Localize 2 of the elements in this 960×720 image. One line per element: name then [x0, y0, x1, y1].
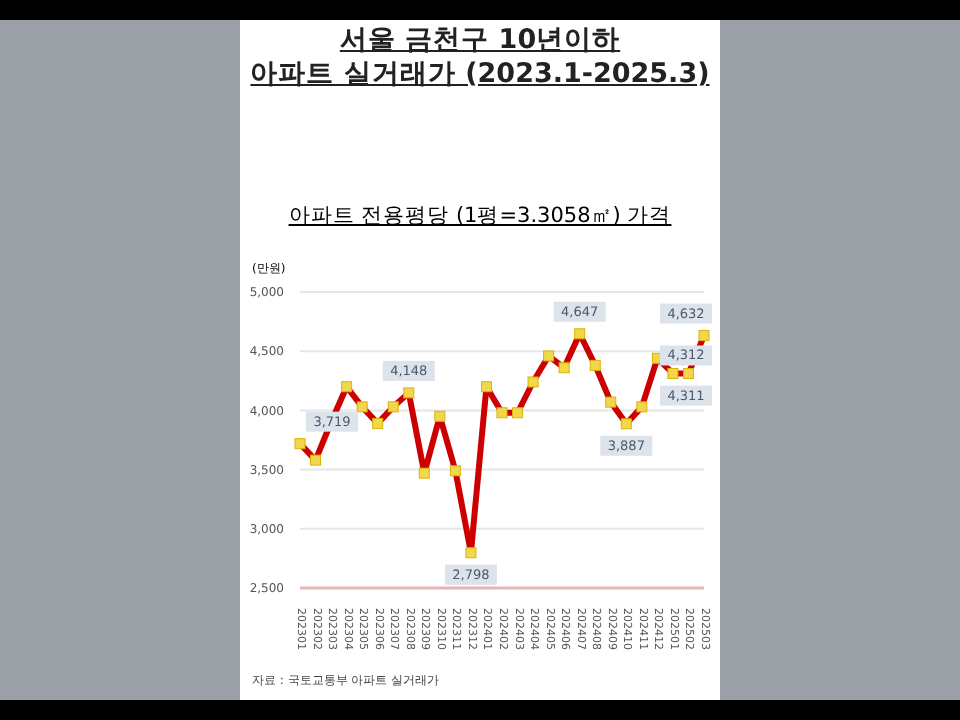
- chart-title: 서울 금천구 10년이하 아파트 실거래가 (2023.1-2025.3): [250, 24, 710, 90]
- chart-subtitle: 아파트 전용평당 (1평=3.3058㎡) 가격: [288, 204, 672, 228]
